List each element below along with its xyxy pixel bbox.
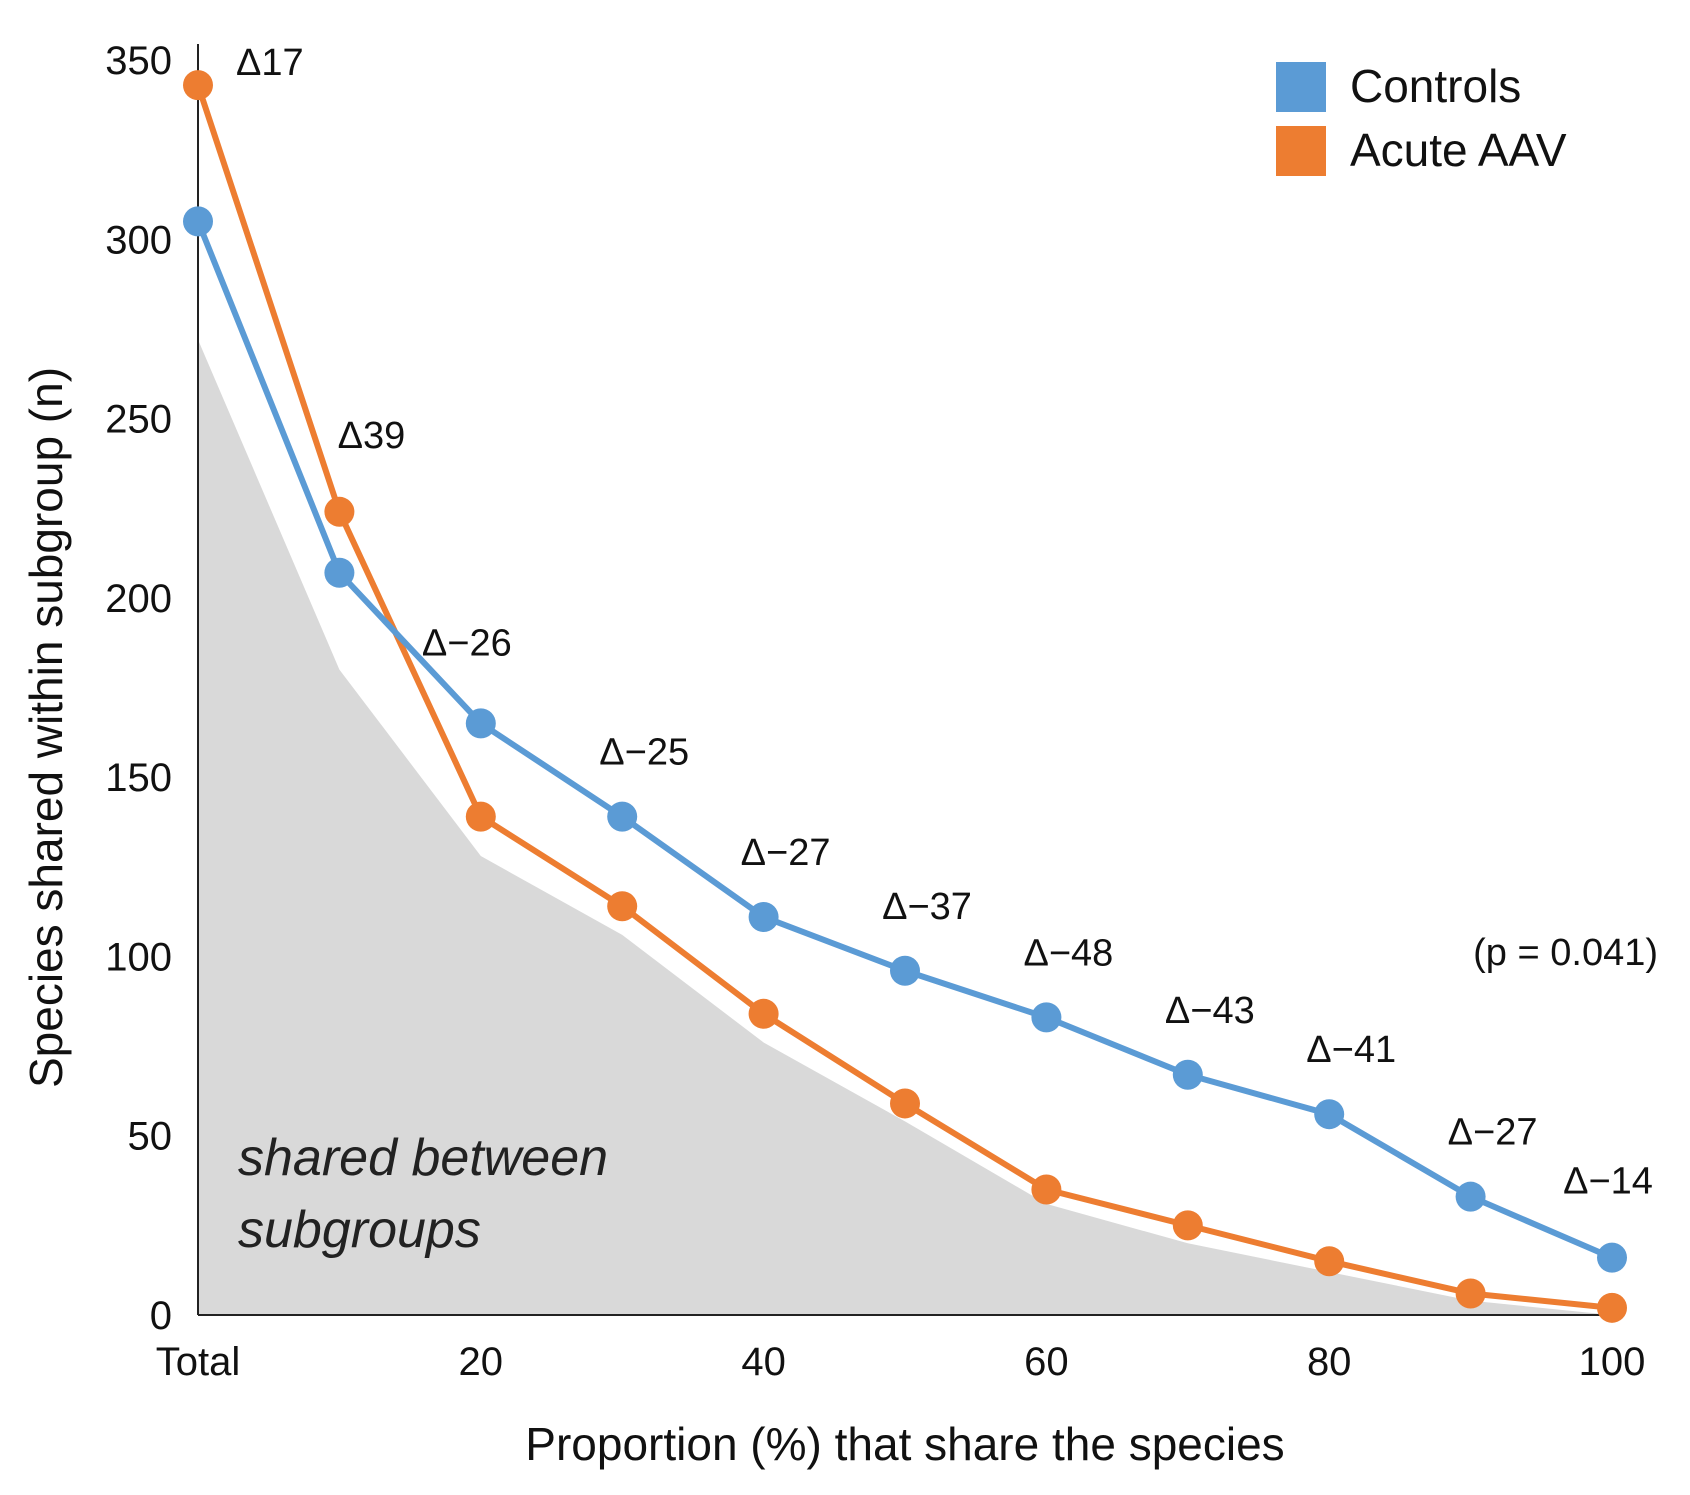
data-point-acute-aav [465, 801, 496, 832]
data-point-acute-aav [1455, 1278, 1486, 1309]
y-tick-label: 250 [105, 398, 172, 442]
data-point-acute-aav [1031, 1174, 1062, 1205]
y-tick-label: 0 [150, 1294, 172, 1338]
delta-label: Δ17 [236, 42, 304, 84]
data-point-controls [748, 901, 779, 932]
x-axis-title: Proportion (%) that share the species [525, 1418, 1284, 1470]
data-point-controls [465, 708, 496, 739]
data-point-acute-aav [1597, 1292, 1627, 1323]
shared-area-label-line-2: subgroups [238, 1201, 481, 1259]
delta-label: Δ−27 [741, 832, 831, 874]
y-tick-label: 150 [105, 756, 172, 800]
data-point-acute-aav [890, 1088, 920, 1119]
x-tick-label: 100 [1579, 1340, 1646, 1384]
delta-label: Δ39 [338, 415, 406, 457]
data-point-controls [890, 955, 920, 986]
data-point-acute-aav [607, 891, 638, 922]
delta-label: Δ−41 [1306, 1029, 1396, 1071]
data-point-controls [1031, 1002, 1062, 1033]
legend-swatch [1276, 62, 1326, 112]
data-point-acute-aav [324, 496, 355, 527]
y-tick-label: 200 [105, 577, 172, 621]
legend-label: Acute AAV [1350, 124, 1567, 176]
shared-area [198, 339, 1612, 1316]
legend: Controls Acute AAV [1276, 60, 1567, 176]
delta-label: Δ−27 [1448, 1112, 1538, 1154]
data-point-controls [183, 206, 213, 237]
y-tick-label: 50 [128, 1115, 173, 1159]
data-point-controls [1314, 1099, 1345, 1130]
delta-label: Δ−48 [1023, 932, 1113, 974]
data-point-controls [1597, 1242, 1627, 1273]
y-tick-label: 100 [105, 935, 172, 979]
x-tick-label: Total [156, 1340, 241, 1384]
x-tick-label: 60 [1024, 1340, 1069, 1384]
data-point-acute-aav [748, 998, 779, 1029]
delta-label: Δ−14 [1563, 1161, 1653, 1203]
delta-label: Δ−25 [599, 732, 689, 774]
y-tick-label: 350 [105, 39, 172, 83]
p-value-annotation: (p = 0.041) [1473, 932, 1658, 974]
data-point-controls [1455, 1181, 1486, 1212]
delta-label: Δ−26 [422, 622, 512, 664]
data-point-acute-aav [183, 70, 213, 101]
delta-label: Δ−43 [1165, 990, 1255, 1032]
data-point-acute-aav [1314, 1246, 1345, 1277]
y-axis-title: Species shared within subgroup (n) [20, 367, 72, 1088]
data-point-controls [324, 557, 355, 588]
x-tick-label: 20 [459, 1340, 504, 1384]
shared-area-label-line-1: shared between [238, 1129, 608, 1187]
legend-label: Controls [1350, 60, 1521, 112]
x-tick-label: 40 [741, 1340, 786, 1384]
data-point-controls [607, 801, 638, 832]
delta-label: Δ−37 [882, 886, 972, 928]
legend-swatch [1276, 126, 1326, 176]
x-tick-label: 80 [1307, 1340, 1352, 1384]
y-tick-label: 300 [105, 218, 172, 262]
data-point-acute-aav [1172, 1210, 1203, 1241]
data-point-controls [1172, 1059, 1203, 1090]
